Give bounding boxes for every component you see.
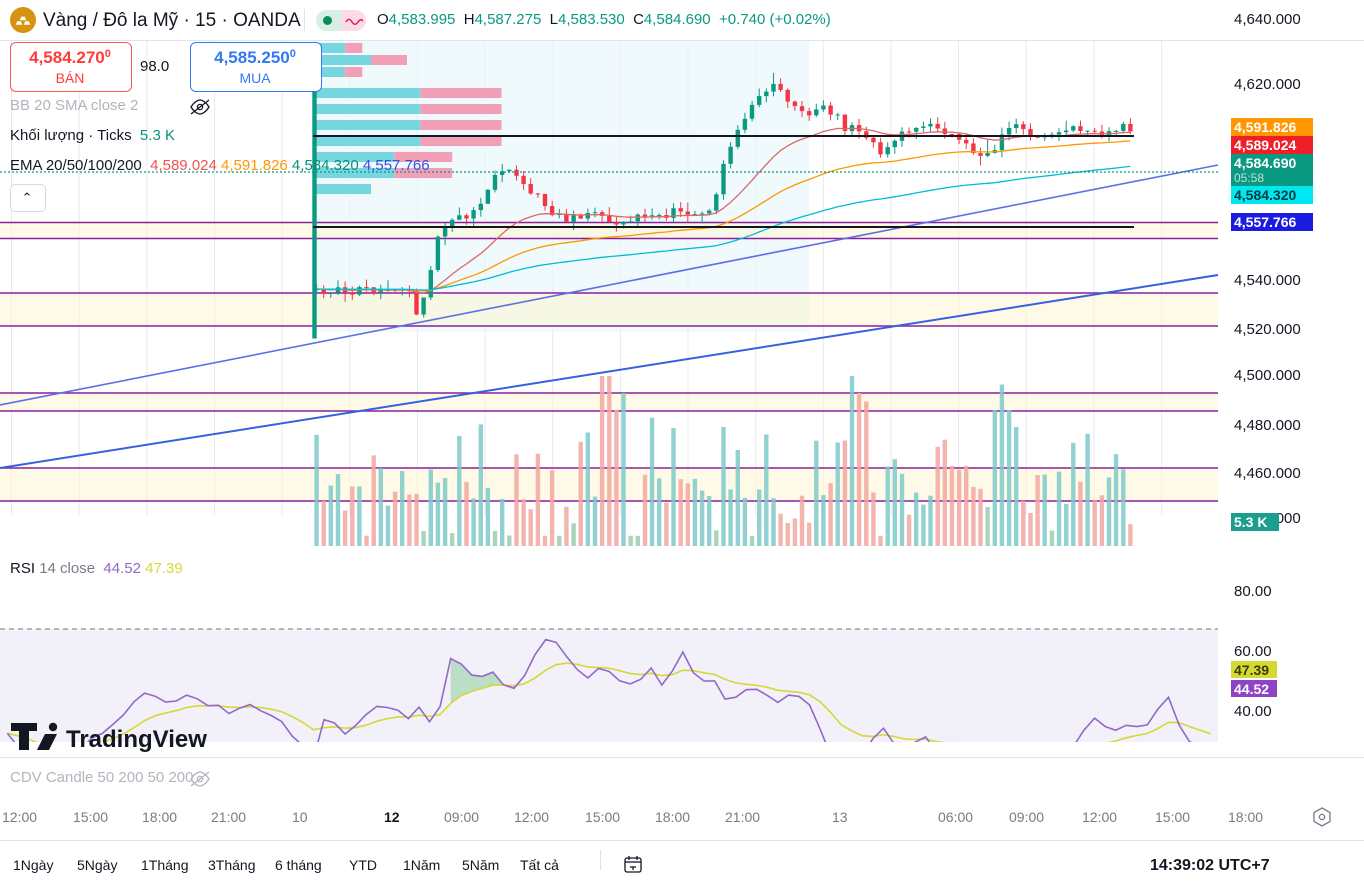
svg-text:TradingView: TradingView — [66, 726, 207, 753]
